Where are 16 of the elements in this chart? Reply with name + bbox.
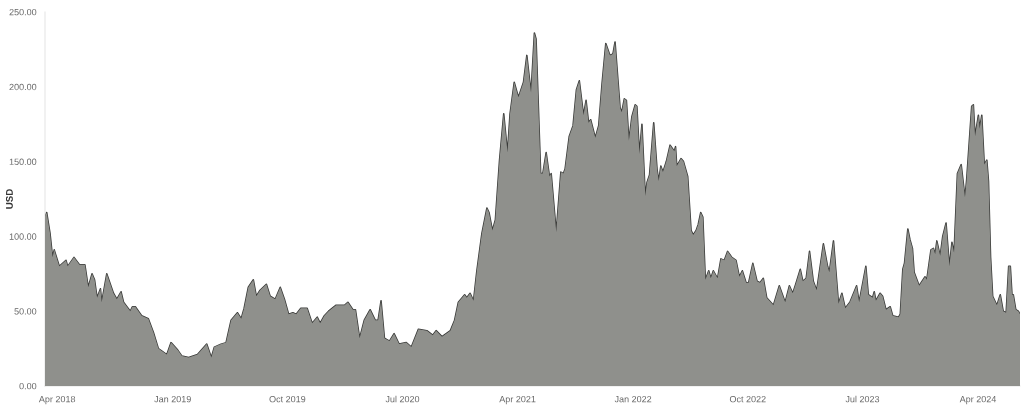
x-tick-label: Apr 2024 xyxy=(959,395,997,405)
y-axis-title: USD xyxy=(5,189,13,209)
y-tick-label: 150.00 xyxy=(9,158,37,165)
y-tick-label: 50.00 xyxy=(14,308,37,315)
x-tick-label: Jul 2020 xyxy=(385,395,420,403)
x-tick-label: Jan 2019 xyxy=(154,395,191,403)
y-tick-label: 200.00 xyxy=(9,83,37,91)
x-tick-label: Apr 2018 xyxy=(38,395,76,405)
x-tick-label: Oct 2019 xyxy=(269,395,306,403)
y-tick-label: 250.00 xyxy=(9,8,37,16)
x-tick-label: Jan 2022 xyxy=(614,395,652,403)
y-tick-label: 100.00 xyxy=(9,233,37,240)
y-tick-label: 0.00 xyxy=(19,382,37,390)
x-tick-label: Apr 2021 xyxy=(499,395,536,405)
x-tick-label: Jul 2023 xyxy=(845,395,880,403)
x-tick-label: Oct 2022 xyxy=(729,395,766,403)
